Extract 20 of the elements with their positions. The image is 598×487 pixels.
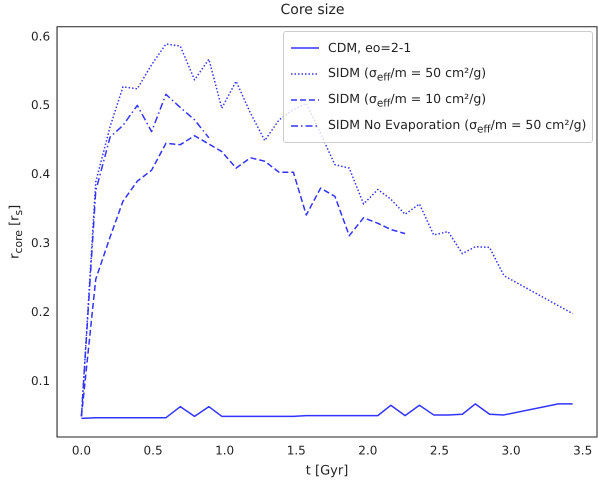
y-tick-label: 0.1 — [30, 374, 50, 388]
legend-label: SIDM No Evaporation (σ$_{eff}$/m = 50 cm²/g) — [328, 116, 586, 136]
legend-label: SIDM (σ$_{eff}$/m = 10 cm²/g) — [328, 90, 486, 110]
x-tick-label: 0.5 — [143, 443, 163, 458]
x-tick-label: 1.0 — [215, 443, 234, 458]
x-tick-label: 0.0 — [72, 443, 91, 458]
x-tick-label: 2.5 — [430, 443, 450, 458]
y-tick-label: 0.2 — [30, 305, 50, 320]
y-tick-label: 0.6 — [30, 29, 50, 44]
y-tick-label: 0.4 — [30, 167, 50, 182]
x-tick-label: 3.0 — [502, 443, 521, 458]
y-tick-label: 0.5 — [30, 98, 50, 112]
x-tick-label: 2.0 — [358, 443, 378, 458]
x-tick-label: 1.5 — [286, 443, 306, 458]
y-tick-label: 0.3 — [30, 236, 50, 250]
legend-label: SIDM (σ$_{eff}$/m = 50 cm²/g) — [328, 64, 486, 84]
chart-title: Core size — [280, 2, 344, 18]
x-axis-title: t [Gyr] — [306, 464, 348, 479]
x-tick-label: 3.5 — [573, 443, 592, 458]
legend-label: CDM, eo=2-1 — [328, 40, 412, 56]
